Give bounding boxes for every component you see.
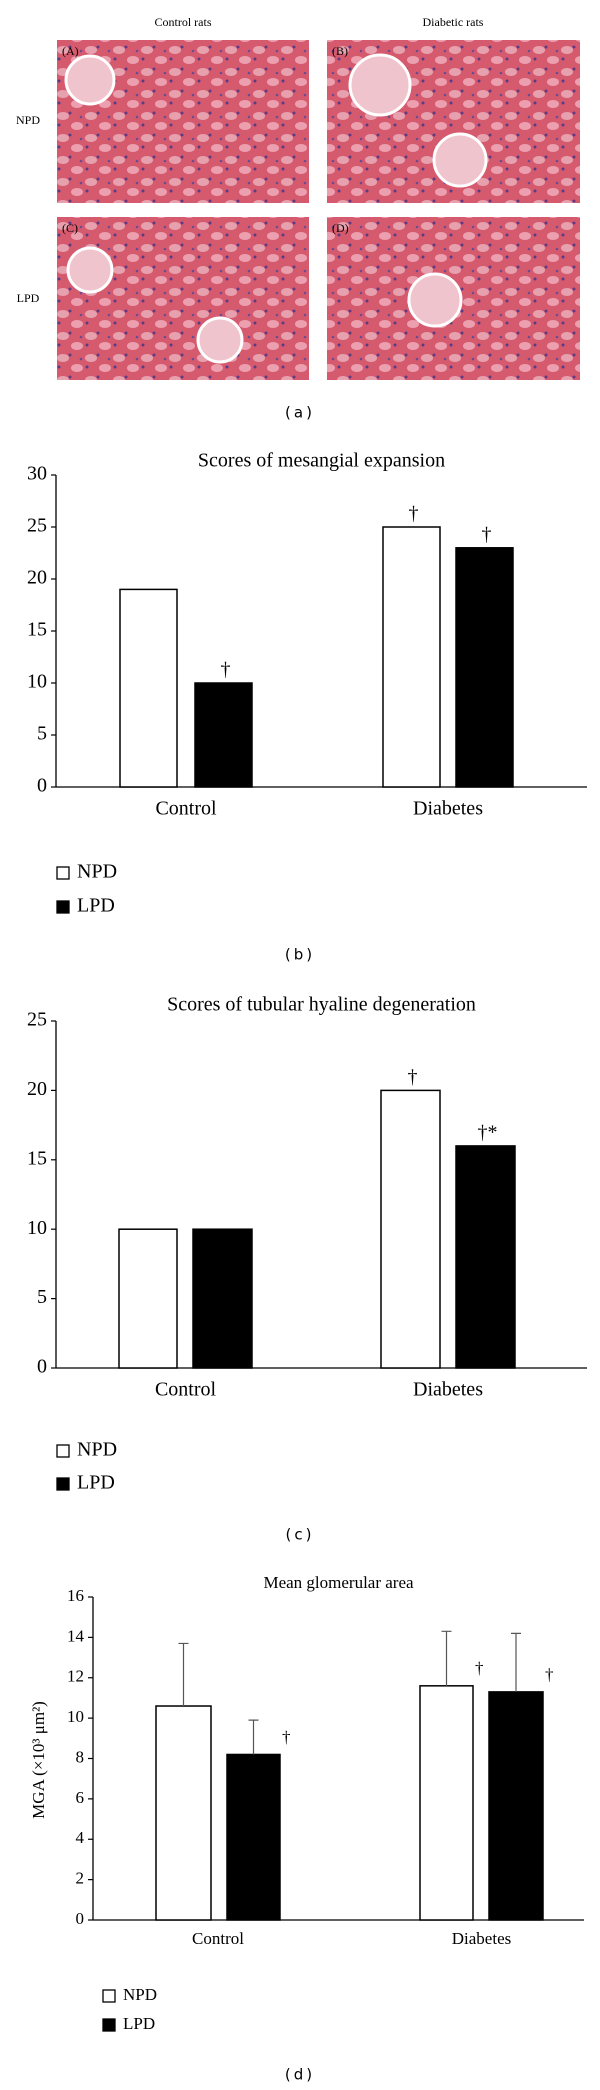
annotation: † bbox=[408, 1066, 418, 1088]
glomerulus bbox=[66, 246, 114, 294]
legend-label: NPD bbox=[77, 1439, 117, 1461]
chart-title: Scores of mesangial expansion bbox=[198, 450, 445, 472]
panel-label: (A) bbox=[62, 44, 79, 58]
error-bar bbox=[441, 1630, 452, 1686]
y-tick-label: 25 bbox=[27, 515, 47, 537]
x-tick-label: Diabetes bbox=[413, 1379, 483, 1401]
legend-swatch bbox=[102, 2018, 116, 2032]
annotation: †* bbox=[478, 1122, 498, 1144]
y-tick-label: 12 bbox=[67, 1667, 84, 1686]
legend-label: NPD bbox=[123, 1985, 157, 2004]
glomerulus bbox=[196, 316, 244, 364]
legend-swatch bbox=[102, 1989, 116, 2003]
y-tick-label: 25 bbox=[27, 1009, 47, 1031]
bar bbox=[455, 547, 514, 788]
legend-swatch bbox=[56, 866, 70, 880]
panel-label: (B) bbox=[332, 44, 348, 58]
legend-label: LPD bbox=[77, 1472, 115, 1494]
y-tick-label: 14 bbox=[67, 1626, 85, 1645]
bar bbox=[380, 1089, 441, 1369]
chart-title: Scores of tubular hyaline degeneration bbox=[167, 994, 476, 1016]
y-tick-label: 0 bbox=[37, 775, 47, 797]
bar bbox=[118, 1228, 178, 1369]
y-tick-label: 5 bbox=[37, 723, 47, 745]
caption: (d) bbox=[285, 2066, 315, 2084]
y-tick-label: 6 bbox=[76, 1788, 85, 1807]
legend-swatch bbox=[56, 1477, 70, 1491]
column-label: Control rats bbox=[155, 15, 212, 29]
y-tick-label: 15 bbox=[27, 619, 47, 641]
y-tick-label: 30 bbox=[27, 463, 47, 485]
annotation: † bbox=[282, 1727, 291, 1746]
x-tick-label: Control bbox=[155, 798, 217, 820]
y-tick-label: 15 bbox=[27, 1147, 47, 1169]
annotation: † bbox=[409, 503, 419, 525]
y-tick-label: 0 bbox=[37, 1356, 47, 1378]
y-tick-label: 4 bbox=[76, 1828, 85, 1847]
bar bbox=[192, 1228, 253, 1369]
micrograph-panels: Control rats Diabetic rats NPD LPD (A) (… bbox=[16, 15, 580, 422]
x-tick-label: Diabetes bbox=[452, 1929, 511, 1948]
annotation: † bbox=[221, 659, 231, 681]
annotation: † bbox=[545, 1665, 554, 1684]
glomerulus bbox=[432, 132, 488, 188]
bar bbox=[488, 1691, 544, 1921]
caption: (a) bbox=[285, 404, 315, 422]
bar bbox=[419, 1685, 474, 1921]
bar bbox=[455, 1145, 516, 1369]
glomerulus bbox=[407, 272, 463, 328]
glomerulus bbox=[348, 53, 412, 117]
panel-label: (D) bbox=[332, 221, 349, 235]
y-tick-label: 20 bbox=[27, 567, 47, 589]
row-label: LPD bbox=[17, 291, 40, 305]
error-bar bbox=[511, 1632, 521, 1692]
legend-swatch bbox=[56, 900, 70, 914]
micrograph bbox=[57, 217, 309, 380]
bar bbox=[155, 1705, 212, 1921]
bar bbox=[226, 1753, 281, 1921]
error-bar bbox=[178, 1642, 189, 1707]
legend-label: LPD bbox=[123, 2014, 155, 2033]
x-tick-label: Control bbox=[155, 1379, 217, 1401]
x-tick-label: Diabetes bbox=[413, 798, 483, 820]
glomerulus bbox=[64, 54, 116, 106]
caption: (c) bbox=[286, 1526, 315, 1544]
annotation: † bbox=[475, 1659, 484, 1678]
bar bbox=[119, 588, 178, 788]
bar bbox=[194, 682, 253, 788]
y-tick-label: 5 bbox=[37, 1286, 47, 1308]
legend-swatch bbox=[56, 1444, 70, 1458]
caption: (b) bbox=[285, 946, 315, 964]
annotation: † bbox=[482, 523, 492, 545]
y-tick-label: 10 bbox=[27, 1217, 47, 1239]
row-label: NPD bbox=[16, 113, 40, 127]
y-tick-label: 10 bbox=[27, 671, 47, 693]
y-tick-label: 10 bbox=[67, 1707, 84, 1726]
legend-label: LPD bbox=[77, 895, 115, 917]
y-tick-label: 8 bbox=[76, 1747, 85, 1766]
y-tick-label: 16 bbox=[67, 1586, 84, 1605]
column-label: Diabetic rats bbox=[423, 15, 484, 29]
y-tick-label: 2 bbox=[76, 1869, 85, 1888]
bar bbox=[382, 526, 441, 788]
y-tick-label: 20 bbox=[27, 1078, 47, 1100]
error-bar bbox=[248, 1719, 259, 1755]
chart-title: Mean glomerular area bbox=[263, 1573, 414, 1592]
legend-label: NPD bbox=[77, 861, 117, 883]
panel-label: (C) bbox=[62, 221, 78, 235]
x-tick-label: Control bbox=[192, 1929, 244, 1948]
y-axis-label: MGA (×10³ μm²) bbox=[29, 1701, 48, 1819]
y-tick-label: 0 bbox=[76, 1909, 85, 1928]
